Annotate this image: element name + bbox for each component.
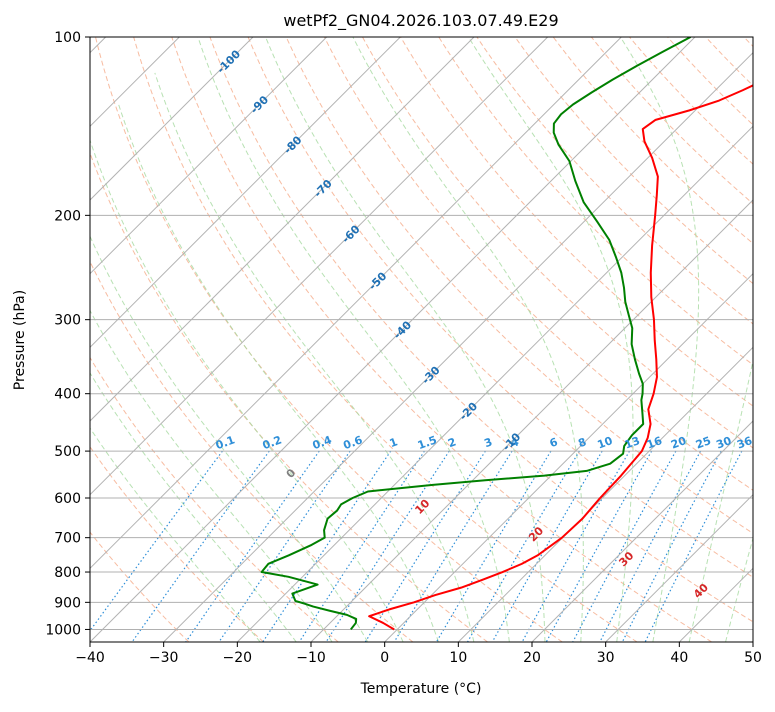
chart-title: wetPf2_GN04.2026.103.07.49.E29 bbox=[283, 11, 558, 31]
x-tick-label: 10 bbox=[449, 650, 467, 666]
x-tick-label: −10 bbox=[296, 650, 326, 666]
x-tick-label: 40 bbox=[670, 650, 688, 666]
x-tick-label: 50 bbox=[744, 650, 762, 666]
x-tick-label: −20 bbox=[223, 650, 253, 666]
y-tick-label: 400 bbox=[54, 387, 81, 403]
y-tick-label: 100 bbox=[54, 30, 81, 46]
x-tick-label: 30 bbox=[597, 650, 615, 666]
y-tick-label: 600 bbox=[54, 491, 81, 507]
x-axis-label: Temperature (°C) bbox=[360, 681, 482, 697]
y-tick-label: 700 bbox=[54, 531, 81, 547]
x-tick-label: 20 bbox=[523, 650, 541, 666]
y-tick-label: 300 bbox=[54, 313, 81, 329]
y-axis-label: Pressure (hPa) bbox=[12, 290, 28, 390]
y-tick-label: 200 bbox=[54, 208, 81, 224]
y-tick-label: 1000 bbox=[45, 622, 81, 638]
y-tick-label: 900 bbox=[54, 595, 81, 611]
x-tick-label: −30 bbox=[149, 650, 179, 666]
y-tick-label: 500 bbox=[54, 444, 81, 460]
x-tick-label: −40 bbox=[75, 650, 105, 666]
y-tick-label: 800 bbox=[54, 565, 81, 581]
x-tick-label: 0 bbox=[380, 650, 389, 666]
